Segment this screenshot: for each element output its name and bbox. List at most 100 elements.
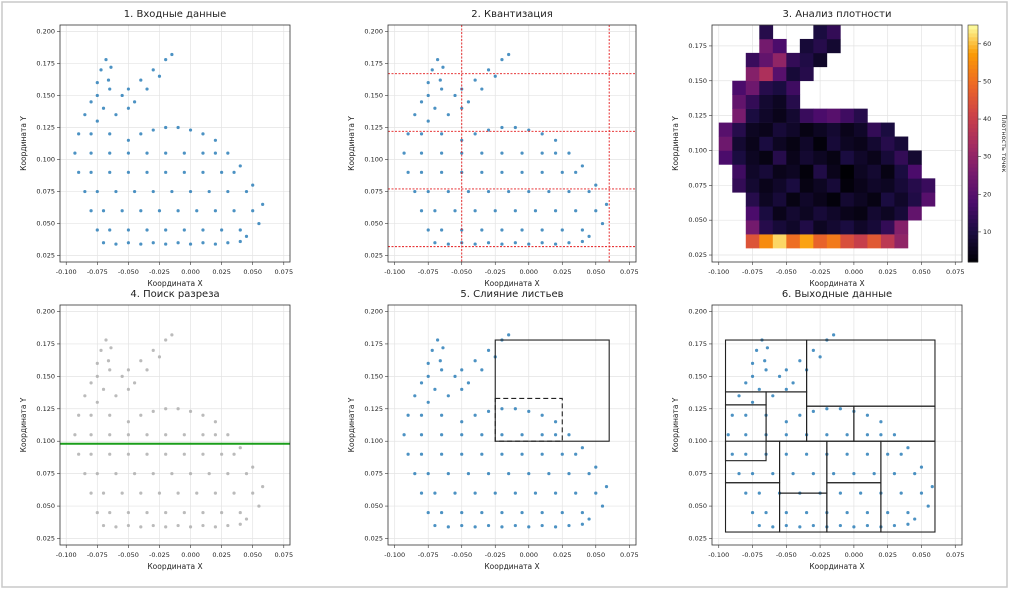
colorbar-step xyxy=(968,183,978,188)
point xyxy=(419,100,424,104)
point xyxy=(433,523,437,528)
heat-cell xyxy=(745,52,760,68)
heat-cell xyxy=(745,234,760,249)
heat-cell xyxy=(880,136,895,151)
x-axis-label: Координата X xyxy=(484,562,539,571)
heat-cell xyxy=(826,164,841,179)
point xyxy=(832,472,836,476)
heat-cell xyxy=(759,150,774,165)
point xyxy=(238,228,242,232)
heat-cell xyxy=(840,178,855,193)
point xyxy=(433,387,437,391)
point xyxy=(473,209,477,213)
colorbar-step xyxy=(968,40,978,46)
leaf-box xyxy=(494,397,563,442)
point xyxy=(507,333,511,337)
heat-cell xyxy=(772,178,787,193)
point xyxy=(527,472,531,476)
point xyxy=(226,241,230,245)
point xyxy=(520,510,524,515)
point xyxy=(164,525,168,529)
heat-cell xyxy=(786,206,801,221)
axes-frame xyxy=(711,304,963,546)
point xyxy=(170,472,174,476)
point xyxy=(527,525,531,529)
point xyxy=(730,413,734,417)
point xyxy=(77,132,81,136)
point xyxy=(500,57,504,62)
point xyxy=(460,523,464,528)
x-axis-label: Координата X xyxy=(484,279,539,288)
point xyxy=(507,472,511,476)
point xyxy=(913,517,917,521)
point xyxy=(108,228,112,232)
point xyxy=(188,409,193,413)
point xyxy=(188,242,193,246)
heat-cell xyxy=(880,164,895,179)
point xyxy=(95,510,99,515)
heat-cell xyxy=(867,234,882,249)
point xyxy=(520,452,524,456)
heat-cell xyxy=(745,164,760,179)
point xyxy=(114,113,118,117)
point xyxy=(453,209,457,213)
point xyxy=(101,387,106,391)
point xyxy=(244,517,249,521)
point xyxy=(426,81,430,85)
point xyxy=(195,491,199,495)
point xyxy=(157,355,162,359)
point xyxy=(500,452,504,456)
heat-cell xyxy=(813,164,828,179)
heat-cell xyxy=(894,164,909,179)
point xyxy=(220,452,224,456)
point xyxy=(182,510,186,515)
point xyxy=(567,472,571,476)
point xyxy=(126,368,130,372)
point xyxy=(886,510,890,515)
point xyxy=(500,151,504,155)
point xyxy=(580,239,584,244)
panel-title: 5. Слияние листьев xyxy=(460,289,563,300)
point xyxy=(139,525,143,529)
y-tick-label: 0.100 xyxy=(364,437,383,445)
point xyxy=(139,359,143,363)
point xyxy=(540,151,544,155)
y-tick-label: 0.175 xyxy=(364,59,383,67)
point xyxy=(804,452,809,456)
point xyxy=(784,368,788,372)
point xyxy=(226,472,230,476)
point xyxy=(164,151,168,155)
point xyxy=(838,523,842,528)
point xyxy=(744,381,748,385)
colorbar-step xyxy=(968,56,978,62)
point xyxy=(139,242,143,246)
point xyxy=(757,387,761,391)
point xyxy=(513,241,517,245)
x-tick-label: 0.025 xyxy=(878,551,897,559)
point xyxy=(784,510,788,515)
point xyxy=(406,170,410,174)
y-tick-label: 0.125 xyxy=(364,405,383,413)
y-tick-label: 0.075 xyxy=(364,188,383,196)
point xyxy=(95,472,99,476)
heat-cell xyxy=(732,94,747,109)
point xyxy=(892,472,897,476)
heat-cell xyxy=(786,94,801,109)
point xyxy=(553,525,558,529)
point xyxy=(438,78,442,82)
heat-cell xyxy=(799,220,814,235)
heat-cell xyxy=(921,192,936,207)
colorbar-step xyxy=(968,218,978,223)
heat-cell xyxy=(718,122,733,137)
point xyxy=(226,189,230,194)
point xyxy=(460,138,464,142)
point xyxy=(440,413,444,417)
point xyxy=(750,400,755,404)
heat-cell xyxy=(732,150,747,165)
point xyxy=(486,409,491,413)
x-tick-label: 0.075 xyxy=(946,268,965,276)
heat-cell xyxy=(799,164,814,179)
point xyxy=(244,189,249,194)
point xyxy=(865,452,870,456)
point xyxy=(777,374,782,378)
